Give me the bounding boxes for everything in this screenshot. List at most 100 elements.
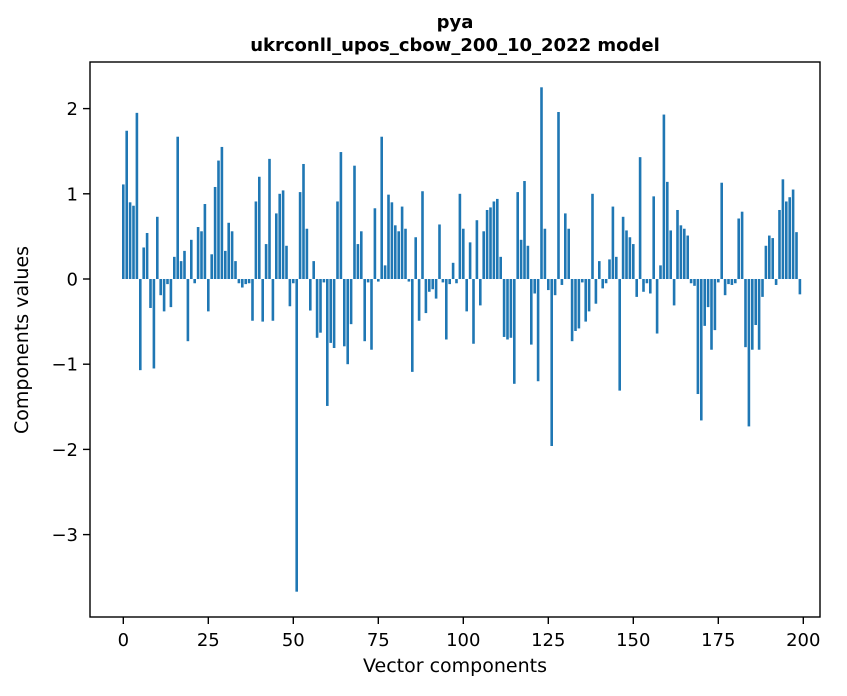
bar bbox=[659, 265, 662, 279]
bar bbox=[632, 244, 635, 279]
bar bbox=[689, 279, 693, 284]
bar bbox=[757, 279, 761, 350]
bar bbox=[635, 279, 638, 297]
bar bbox=[366, 279, 370, 283]
bar bbox=[268, 158, 271, 279]
bar bbox=[196, 227, 200, 279]
bar bbox=[207, 279, 210, 312]
bar bbox=[407, 279, 411, 282]
bar bbox=[788, 197, 791, 279]
bar bbox=[264, 244, 268, 279]
bar bbox=[383, 265, 387, 279]
bar bbox=[251, 279, 254, 321]
bar bbox=[186, 279, 190, 342]
bar bbox=[713, 279, 717, 331]
bar bbox=[234, 261, 237, 279]
bar bbox=[424, 279, 428, 314]
bar bbox=[519, 239, 523, 279]
bar bbox=[380, 136, 383, 279]
bar bbox=[649, 279, 652, 294]
bar bbox=[744, 279, 747, 348]
bar bbox=[448, 279, 451, 285]
bar bbox=[499, 256, 502, 279]
bar bbox=[128, 202, 132, 279]
chart-title-line2: ukrconll_upos_cbow_200_10_2022 model bbox=[250, 35, 660, 56]
bar bbox=[710, 279, 713, 350]
bar bbox=[506, 279, 509, 340]
bar bbox=[295, 279, 298, 592]
ticks-group: 0 25 50 75 100 125 150 175 200 2 1 0 −1 −2 −3 bbox=[51, 99, 820, 651]
bar bbox=[557, 112, 560, 279]
y-axis-label: Components values bbox=[11, 246, 33, 434]
bar bbox=[703, 279, 706, 326]
bar bbox=[441, 279, 445, 283]
bar bbox=[360, 231, 363, 279]
bar bbox=[485, 209, 489, 279]
x-tick-label: 75 bbox=[367, 630, 390, 651]
bar bbox=[734, 279, 737, 284]
bar bbox=[278, 193, 281, 279]
bar bbox=[292, 279, 295, 284]
bar bbox=[666, 181, 669, 279]
x-axis-label: Vector components bbox=[363, 655, 547, 677]
bar bbox=[421, 191, 424, 279]
bar bbox=[608, 259, 611, 279]
bar bbox=[400, 206, 404, 279]
x-tick-label: 100 bbox=[446, 630, 480, 651]
bar bbox=[700, 279, 703, 421]
bar bbox=[513, 279, 516, 384]
bar bbox=[411, 279, 414, 372]
bar bbox=[672, 279, 676, 306]
y-tick-label: 1 bbox=[67, 184, 78, 205]
bar bbox=[727, 279, 730, 285]
bar bbox=[261, 279, 264, 322]
bar bbox=[754, 279, 757, 326]
axes-frame bbox=[89, 61, 821, 618]
bar bbox=[570, 279, 574, 342]
bar bbox=[706, 279, 710, 308]
x-tick-label: 50 bbox=[282, 630, 305, 651]
bar bbox=[159, 279, 162, 296]
bar bbox=[363, 279, 366, 342]
bar bbox=[550, 279, 553, 446]
bar bbox=[472, 279, 475, 344]
bar bbox=[611, 206, 615, 279]
y-tick-label: −2 bbox=[51, 440, 78, 461]
y-tick-label: −1 bbox=[51, 355, 78, 376]
bar bbox=[281, 190, 285, 279]
bar bbox=[417, 279, 421, 321]
bar bbox=[152, 279, 156, 369]
bar bbox=[176, 136, 179, 279]
bar bbox=[625, 230, 628, 279]
bar bbox=[329, 279, 332, 343]
y-tick-label: −3 bbox=[51, 525, 78, 546]
bar bbox=[795, 232, 798, 279]
bar bbox=[791, 189, 795, 279]
bar bbox=[540, 87, 543, 279]
bar bbox=[230, 231, 234, 279]
bar bbox=[581, 279, 584, 283]
bar bbox=[332, 279, 336, 349]
bar bbox=[669, 230, 672, 279]
bar bbox=[373, 208, 377, 279]
bar bbox=[122, 184, 125, 279]
bar bbox=[145, 232, 149, 279]
bar bbox=[390, 202, 394, 279]
bar bbox=[584, 279, 587, 322]
bar bbox=[326, 279, 329, 406]
bar bbox=[730, 279, 734, 285]
bar bbox=[638, 157, 642, 279]
bar bbox=[258, 176, 261, 279]
bar bbox=[577, 279, 581, 329]
bar bbox=[458, 193, 462, 279]
bar bbox=[370, 279, 373, 350]
bar bbox=[547, 279, 550, 291]
bar bbox=[618, 279, 621, 391]
bar bbox=[237, 279, 241, 284]
bar bbox=[489, 207, 492, 279]
bar bbox=[162, 279, 166, 312]
bar bbox=[434, 279, 438, 299]
bar bbox=[516, 192, 519, 279]
x-tick-label: 0 bbox=[118, 630, 129, 651]
